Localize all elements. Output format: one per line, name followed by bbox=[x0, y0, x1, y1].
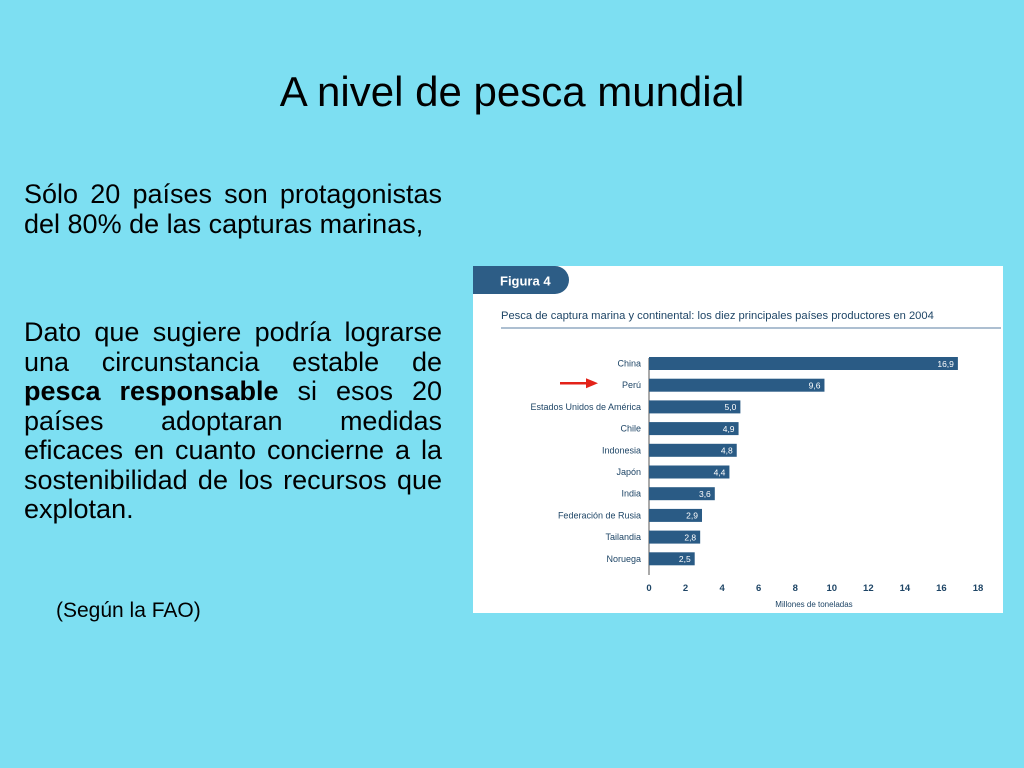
paragraph-text-after: si esos 20 países adoptaran medidas efic… bbox=[24, 376, 442, 524]
x-tick-label-1: 2 bbox=[683, 583, 688, 594]
category-label-0: China bbox=[617, 359, 641, 369]
figure-label: Figura 4 bbox=[500, 274, 551, 289]
bar-2 bbox=[649, 400, 741, 414]
bar-5 bbox=[649, 465, 730, 479]
x-tick-label-3: 6 bbox=[756, 583, 761, 594]
x-tick-label-4: 8 bbox=[793, 583, 798, 594]
bar-value-label-3: 4,9 bbox=[723, 424, 735, 434]
figure-panel: Figura 4 Pesca de captura marina y contin… bbox=[473, 266, 1003, 613]
bold-phrase: pesca responsable bbox=[24, 376, 279, 406]
category-label-5: Japón bbox=[616, 467, 641, 477]
paragraph-text-before: Dato que sugiere podría lograrse una cir… bbox=[24, 317, 442, 377]
bar-chart: Figura 4 Pesca de captura marina y contin… bbox=[473, 266, 1001, 609]
slide-title: A nivel de pesca mundial bbox=[279, 68, 745, 115]
bar-value-label-8: 2,8 bbox=[684, 532, 696, 542]
bar-7 bbox=[649, 508, 703, 522]
bar-4 bbox=[649, 443, 737, 457]
bar-value-label-6: 3,6 bbox=[699, 489, 711, 499]
category-label-3: Chile bbox=[620, 424, 641, 434]
x-axis-label: Millones de toneladas bbox=[775, 600, 852, 609]
category-label-6: India bbox=[621, 489, 641, 499]
x-tick-label-9: 18 bbox=[973, 583, 984, 594]
category-label-1: Perú bbox=[622, 380, 641, 390]
responsible-fishing-paragraph: Dato que sugiere podría lograrse una cir… bbox=[24, 317, 442, 525]
bar-1 bbox=[649, 378, 825, 392]
bar-value-label-9: 2,5 bbox=[679, 554, 691, 564]
category-label-8: Tailandia bbox=[605, 532, 641, 542]
chart-title: Pesca de captura marina y continental: l… bbox=[501, 310, 934, 322]
bar-value-label-4: 4,8 bbox=[721, 446, 733, 456]
bar-8 bbox=[649, 530, 701, 544]
bar-6 bbox=[649, 487, 715, 501]
x-tick-label-7: 14 bbox=[900, 583, 911, 594]
x-tick-label-0: 0 bbox=[646, 583, 651, 594]
bar-value-label-5: 4,4 bbox=[714, 467, 726, 477]
source-note: (Según la FAO) bbox=[56, 599, 201, 622]
bar-3 bbox=[649, 422, 739, 436]
bar-value-label-2: 5,0 bbox=[725, 402, 737, 412]
bar-value-label-7: 2,9 bbox=[686, 511, 698, 521]
x-tick-label-6: 12 bbox=[863, 583, 874, 594]
x-tick-label-2: 4 bbox=[719, 583, 725, 594]
bar-value-label-0: 16,9 bbox=[937, 359, 954, 369]
category-label-9: Noruega bbox=[606, 554, 641, 564]
category-label-7: Federación de Rusia bbox=[558, 510, 641, 520]
x-tick-label-8: 16 bbox=[936, 583, 947, 594]
figure-tab bbox=[473, 266, 569, 294]
category-label-4: Indonesia bbox=[602, 445, 641, 455]
bar-9 bbox=[649, 552, 695, 566]
x-tick-label-5: 10 bbox=[826, 583, 837, 594]
bar-0 bbox=[649, 357, 958, 370]
bar-value-label-1: 9,6 bbox=[809, 381, 821, 391]
category-label-2: Estados Unidos de América bbox=[530, 402, 641, 412]
highlight-arrow-head bbox=[586, 378, 598, 389]
intro-paragraph: Sólo 20 países son protagonistas del 80%… bbox=[24, 179, 442, 239]
